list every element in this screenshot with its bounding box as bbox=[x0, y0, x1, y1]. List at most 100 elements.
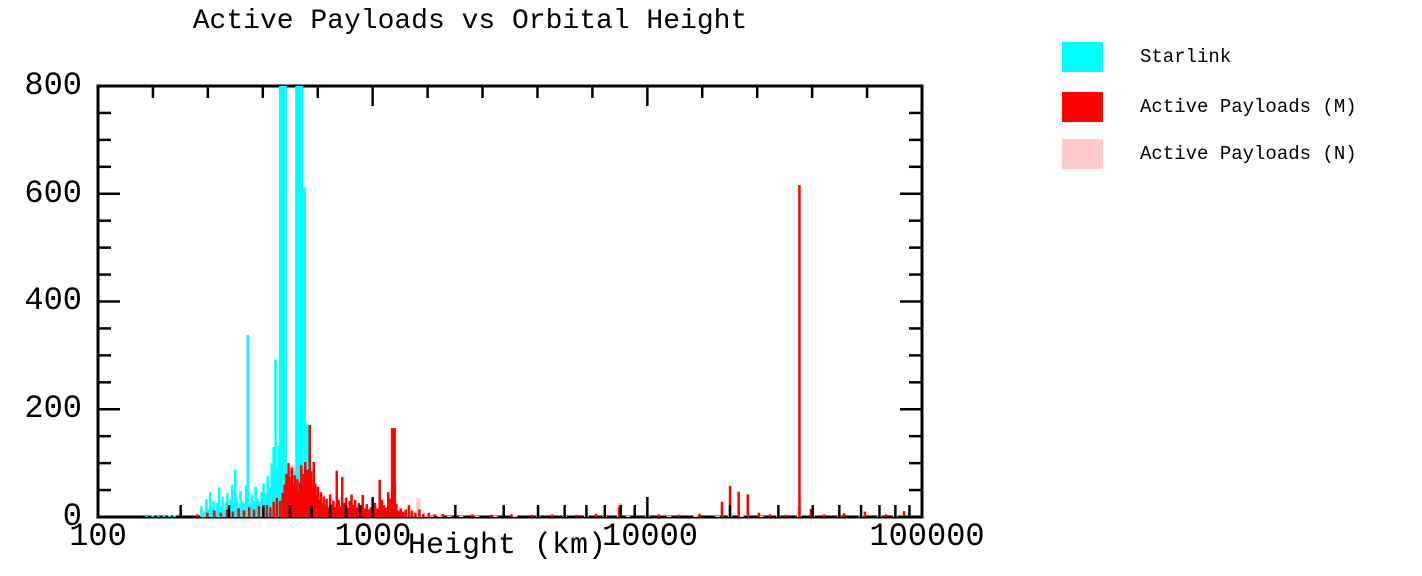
bar-active-payloads-m- bbox=[441, 513, 444, 517]
bar-starlink bbox=[235, 498, 238, 517]
bar-active-payloads-m- bbox=[574, 514, 578, 517]
bar-active-payloads-m- bbox=[292, 484, 295, 517]
bar-active-payloads-m- bbox=[294, 487, 298, 517]
x-tick-label-1000: 1000 bbox=[334, 518, 412, 555]
bar-active-payloads-m- bbox=[390, 428, 396, 517]
bar-active-payloads-m- bbox=[433, 514, 436, 517]
legend-label-active-payloads-n: Active Payloads (N) bbox=[1140, 143, 1357, 165]
bar-active-payloads-n- bbox=[512, 515, 518, 517]
bar-active-payloads-m- bbox=[357, 503, 360, 517]
bar-starlink bbox=[230, 484, 234, 517]
bar-active-payloads-m- bbox=[301, 485, 304, 517]
bar-active-payloads-m- bbox=[746, 494, 749, 517]
bar-starlink bbox=[217, 487, 221, 517]
bar-active-payloads-n- bbox=[493, 515, 498, 517]
bar-starlink bbox=[168, 515, 171, 517]
bar-active-payloads-m- bbox=[278, 500, 282, 517]
bar-starlink bbox=[241, 501, 244, 517]
bar-starlink bbox=[214, 510, 217, 517]
bar-active-payloads-m- bbox=[297, 491, 300, 517]
series-active-payloads-m-bars bbox=[179, 185, 906, 517]
bar-active-payloads-n- bbox=[408, 514, 413, 517]
x-tick-label-100000: 100000 bbox=[869, 518, 985, 555]
bar-active-payloads-n- bbox=[666, 515, 672, 517]
bar-active-payloads-m- bbox=[373, 503, 377, 517]
bar-starlink bbox=[232, 503, 235, 517]
bar-starlink bbox=[295, 86, 304, 517]
bar-active-payloads-m- bbox=[401, 511, 405, 517]
bar-active-payloads-m- bbox=[720, 501, 724, 517]
bar-starlink bbox=[216, 503, 219, 517]
bar-active-payloads-m- bbox=[369, 507, 373, 517]
x-tick-label-10000: 10000 bbox=[601, 518, 698, 555]
bar-active-payloads-m- bbox=[422, 513, 425, 517]
bar-active-payloads-n- bbox=[405, 515, 410, 517]
bar-active-payloads-m- bbox=[594, 513, 598, 517]
bar-active-payloads-m- bbox=[698, 513, 701, 517]
bar-active-payloads-m- bbox=[407, 505, 411, 517]
bar-starlink bbox=[246, 334, 249, 517]
bar-active-payloads-m- bbox=[350, 494, 353, 517]
y-tick-label-0: 0 bbox=[62, 498, 82, 535]
bar-active-payloads-m- bbox=[265, 505, 269, 517]
bar-active-payloads-m- bbox=[863, 511, 867, 517]
bar-starlink bbox=[277, 445, 280, 517]
bar-active-payloads-m- bbox=[293, 475, 296, 517]
bar-active-payloads-m- bbox=[311, 487, 314, 517]
bar-active-payloads-m- bbox=[404, 509, 407, 517]
bar-active-payloads-m- bbox=[510, 514, 513, 517]
legend-swatch-active-payloads-m bbox=[1062, 92, 1103, 122]
bar-active-payloads-m- bbox=[530, 514, 534, 517]
bar-starlink bbox=[303, 187, 306, 518]
bar-active-payloads-m- bbox=[213, 510, 216, 517]
bar-active-payloads-m- bbox=[380, 499, 384, 517]
bar-starlink bbox=[226, 492, 229, 517]
bar-active-payloads-m- bbox=[410, 510, 414, 517]
bar-active-payloads-n- bbox=[447, 515, 452, 517]
bar-active-payloads-m- bbox=[397, 510, 400, 517]
bar-active-payloads-m- bbox=[332, 500, 335, 517]
bar-active-payloads-m- bbox=[257, 506, 261, 517]
bar-active-payloads-m- bbox=[363, 508, 366, 517]
bar-starlink bbox=[250, 494, 253, 517]
bar-active-payloads-m- bbox=[196, 514, 199, 517]
bar-active-payloads-m- bbox=[768, 514, 772, 517]
bar-active-payloads-m- bbox=[309, 471, 313, 517]
bar-starlink bbox=[252, 500, 255, 517]
bar-active-payloads-m- bbox=[321, 503, 324, 517]
series-starlink-bars bbox=[145, 86, 318, 518]
bar-active-payloads-n- bbox=[739, 515, 744, 517]
bar-active-payloads-m- bbox=[339, 506, 342, 517]
bar-active-payloads-m- bbox=[290, 467, 294, 517]
bar-starlink bbox=[268, 487, 271, 517]
bar-active-payloads-m- bbox=[352, 505, 355, 517]
legend-swatch-active-payloads-n bbox=[1062, 139, 1103, 169]
bar-active-payloads-m- bbox=[319, 492, 323, 517]
y-tick-label-600: 600 bbox=[24, 175, 82, 212]
bar-active-payloads-m- bbox=[809, 508, 813, 517]
bar-active-payloads-m- bbox=[289, 476, 292, 517]
bar-active-payloads-n- bbox=[474, 515, 480, 517]
bar-active-payloads-n- bbox=[437, 515, 442, 517]
bar-active-payloads-n- bbox=[418, 514, 424, 517]
bar-active-payloads-m- bbox=[489, 514, 493, 517]
bar-active-payloads-m- bbox=[618, 507, 621, 517]
bar-active-payloads-m- bbox=[378, 479, 381, 517]
bar-active-payloads-m- bbox=[677, 514, 680, 517]
bar-active-payloads-m- bbox=[784, 514, 788, 517]
bar-active-payloads-m- bbox=[252, 509, 256, 517]
bar-active-payloads-m- bbox=[231, 511, 235, 517]
bar-starlink bbox=[274, 360, 277, 517]
bar-active-payloads-m- bbox=[414, 512, 417, 517]
bar-starlink bbox=[239, 491, 242, 517]
bar-active-payloads-m- bbox=[346, 507, 350, 517]
bar-active-payloads-m- bbox=[384, 507, 388, 517]
bar-starlink bbox=[272, 447, 275, 517]
bar-active-payloads-m- bbox=[330, 504, 334, 517]
bar-active-payloads-n- bbox=[424, 515, 429, 517]
bar-starlink bbox=[200, 506, 203, 517]
bar-active-payloads-m- bbox=[822, 514, 826, 517]
bar-active-payloads-m- bbox=[343, 503, 346, 517]
bar-active-payloads-m- bbox=[382, 505, 386, 517]
bar-active-payloads-m- bbox=[300, 465, 303, 517]
